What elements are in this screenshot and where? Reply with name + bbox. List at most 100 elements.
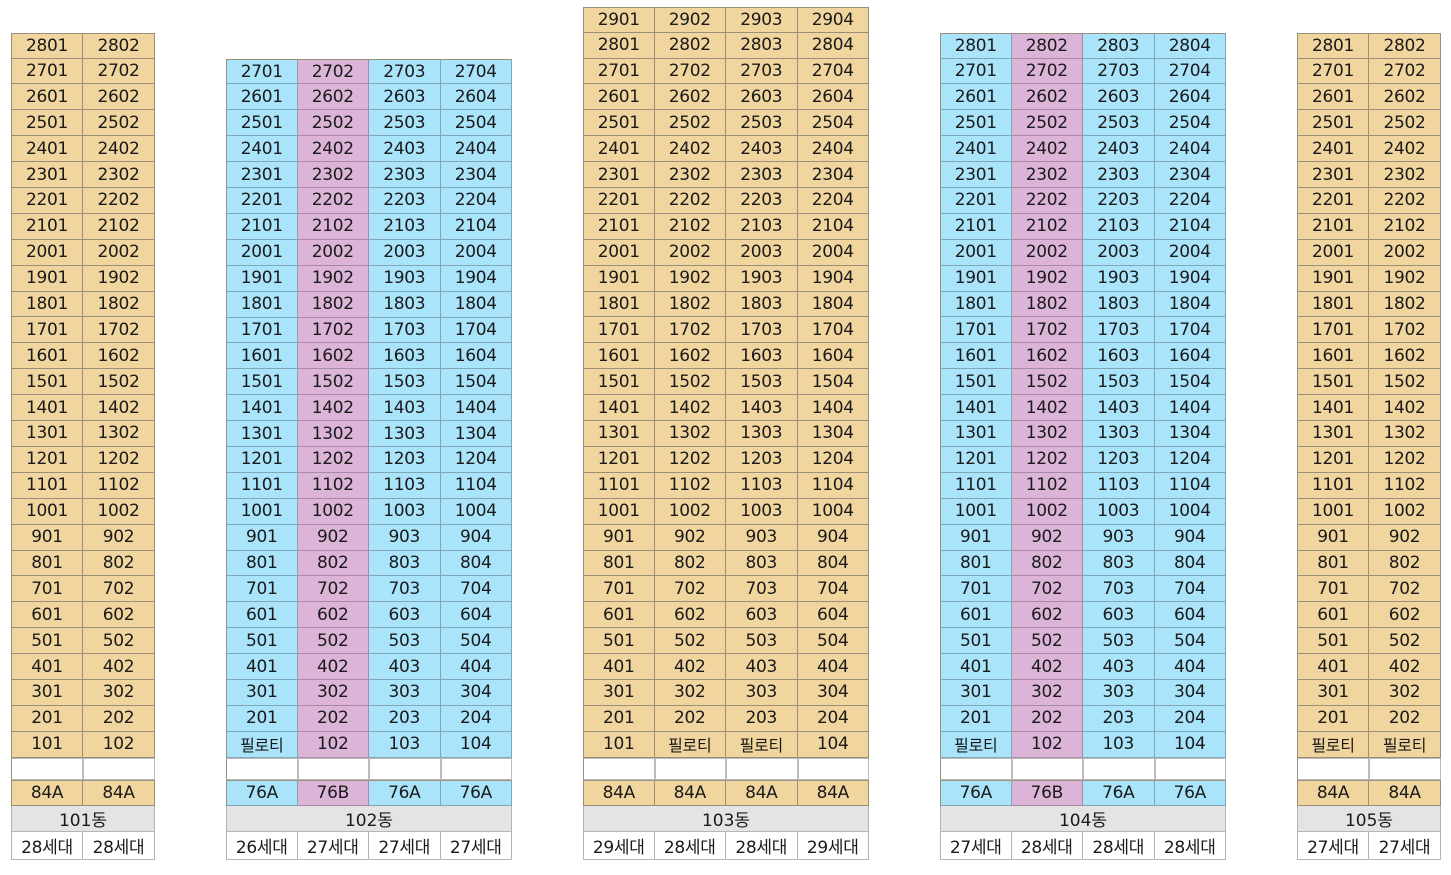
- unit-cell[interactable]: 801: [1297, 550, 1369, 577]
- unit-cell[interactable]: 804: [797, 550, 869, 577]
- unit-cell[interactable]: 203: [369, 705, 441, 732]
- unit-cell[interactable]: 2803: [726, 32, 798, 59]
- unit-cell[interactable]: 401: [583, 654, 655, 680]
- unit-cell[interactable]: 801: [940, 550, 1012, 577]
- unit-cell[interactable]: 901: [940, 524, 1012, 551]
- unit-cell[interactable]: 302: [654, 679, 726, 706]
- unit-cell[interactable]: 2204: [797, 188, 869, 214]
- piloti-cell[interactable]: 필로티: [654, 731, 726, 758]
- unit-cell[interactable]: 602: [1369, 602, 1441, 629]
- unit-cell[interactable]: 102: [297, 731, 369, 758]
- unit-cell[interactable]: 1701: [1297, 317, 1369, 344]
- unit-cell[interactable]: 303: [369, 679, 441, 706]
- unit-cell[interactable]: 1003: [726, 498, 798, 525]
- unit-cell[interactable]: 1401: [11, 395, 83, 422]
- unit-cell[interactable]: 2202: [1369, 188, 1441, 214]
- unit-cell[interactable]: 2303: [1083, 162, 1155, 189]
- unit-cell[interactable]: 1502: [83, 369, 155, 396]
- unit-cell[interactable]: 704: [1154, 576, 1226, 603]
- unit-cell[interactable]: 2301: [226, 162, 298, 189]
- unit-cell[interactable]: 2402: [1369, 136, 1441, 163]
- unit-cell[interactable]: 2603: [726, 84, 798, 111]
- unit-cell[interactable]: 803: [1083, 550, 1155, 577]
- unit-cell[interactable]: 2303: [369, 162, 441, 189]
- unit-cell[interactable]: 2304: [440, 162, 512, 189]
- unit-cell[interactable]: 2301: [1297, 162, 1369, 189]
- unit-cell[interactable]: 1801: [940, 291, 1012, 318]
- unit-cell[interactable]: 1101: [1297, 472, 1369, 499]
- unit-cell[interactable]: 2901: [583, 6, 655, 33]
- unit-cell[interactable]: 802: [83, 550, 155, 577]
- unit-cell[interactable]: 1402: [1011, 395, 1083, 422]
- unit-cell[interactable]: 1402: [654, 395, 726, 422]
- unit-cell[interactable]: 2602: [1369, 84, 1441, 111]
- unit-cell[interactable]: 1802: [654, 291, 726, 318]
- unit-cell[interactable]: 901: [226, 524, 298, 551]
- unit-cell[interactable]: 1001: [11, 498, 83, 525]
- unit-cell[interactable]: 203: [1083, 705, 1155, 732]
- unit-cell[interactable]: 404: [1154, 654, 1226, 680]
- unit-cell[interactable]: 2703: [726, 58, 798, 85]
- unit-cell[interactable]: 1602: [297, 343, 369, 370]
- unit-cell[interactable]: 802: [654, 550, 726, 577]
- unit-cell[interactable]: 202: [654, 705, 726, 732]
- unit-cell[interactable]: 1701: [583, 317, 655, 344]
- unit-cell[interactable]: 1802: [1011, 291, 1083, 318]
- unit-cell[interactable]: 2101: [583, 213, 655, 240]
- unit-cell[interactable]: 2303: [726, 162, 798, 189]
- unit-cell[interactable]: 101: [11, 731, 83, 758]
- unit-cell[interactable]: 1003: [369, 498, 441, 525]
- unit-cell[interactable]: 503: [369, 628, 441, 655]
- unit-cell[interactable]: 2204: [1154, 188, 1226, 214]
- unit-cell[interactable]: 2802: [1011, 32, 1083, 59]
- unit-cell[interactable]: 1702: [654, 317, 726, 344]
- unit-cell[interactable]: 2702: [1011, 58, 1083, 85]
- unit-cell[interactable]: 901: [583, 524, 655, 551]
- unit-cell[interactable]: 2904: [797, 6, 869, 33]
- unit-cell[interactable]: 1304: [797, 421, 869, 447]
- unit-cell[interactable]: 1301: [1297, 421, 1369, 447]
- unit-cell[interactable]: 2004: [440, 239, 512, 266]
- unit-cell[interactable]: 1903: [369, 265, 441, 292]
- unit-cell[interactable]: 1901: [583, 265, 655, 292]
- unit-cell[interactable]: 903: [369, 524, 441, 551]
- unit-cell[interactable]: 2701: [1297, 58, 1369, 85]
- unit-cell[interactable]: 2402: [297, 136, 369, 163]
- unit-cell[interactable]: 1203: [369, 446, 441, 473]
- unit-cell[interactable]: 2802: [83, 32, 155, 59]
- unit-cell[interactable]: 1903: [726, 265, 798, 292]
- unit-cell[interactable]: 2703: [1083, 58, 1155, 85]
- unit-cell[interactable]: 804: [440, 550, 512, 577]
- unit-cell[interactable]: 2804: [797, 32, 869, 59]
- unit-cell[interactable]: 904: [440, 524, 512, 551]
- unit-cell[interactable]: 1202: [654, 446, 726, 473]
- unit-cell[interactable]: 2404: [1154, 136, 1226, 163]
- unit-cell[interactable]: 202: [83, 705, 155, 732]
- unit-cell[interactable]: 203: [726, 705, 798, 732]
- unit-cell[interactable]: 1403: [726, 395, 798, 422]
- unit-cell[interactable]: 1103: [369, 472, 441, 499]
- unit-cell[interactable]: 1504: [797, 369, 869, 396]
- unit-cell[interactable]: 2203: [726, 188, 798, 214]
- unit-cell[interactable]: 2201: [940, 188, 1012, 214]
- unit-cell[interactable]: 101: [583, 731, 655, 758]
- unit-cell[interactable]: 703: [369, 576, 441, 603]
- unit-cell[interactable]: 1401: [940, 395, 1012, 422]
- unit-cell[interactable]: 1401: [583, 395, 655, 422]
- unit-cell[interactable]: 1702: [1369, 317, 1441, 344]
- unit-cell[interactable]: 2601: [583, 84, 655, 111]
- unit-cell[interactable]: 1001: [226, 498, 298, 525]
- unit-cell[interactable]: 2002: [654, 239, 726, 266]
- unit-cell[interactable]: 303: [726, 679, 798, 706]
- unit-cell[interactable]: 2103: [369, 213, 441, 240]
- unit-cell[interactable]: 1703: [369, 317, 441, 344]
- unit-cell[interactable]: 2501: [1297, 110, 1369, 137]
- unit-cell[interactable]: 803: [369, 550, 441, 577]
- unit-cell[interactable]: 303: [1083, 679, 1155, 706]
- unit-cell[interactable]: 1602: [1369, 343, 1441, 370]
- unit-cell[interactable]: 1402: [1369, 395, 1441, 422]
- unit-cell[interactable]: 2501: [940, 110, 1012, 137]
- unit-cell[interactable]: 2702: [83, 58, 155, 85]
- unit-cell[interactable]: 402: [1369, 654, 1441, 680]
- unit-cell[interactable]: 603: [369, 602, 441, 629]
